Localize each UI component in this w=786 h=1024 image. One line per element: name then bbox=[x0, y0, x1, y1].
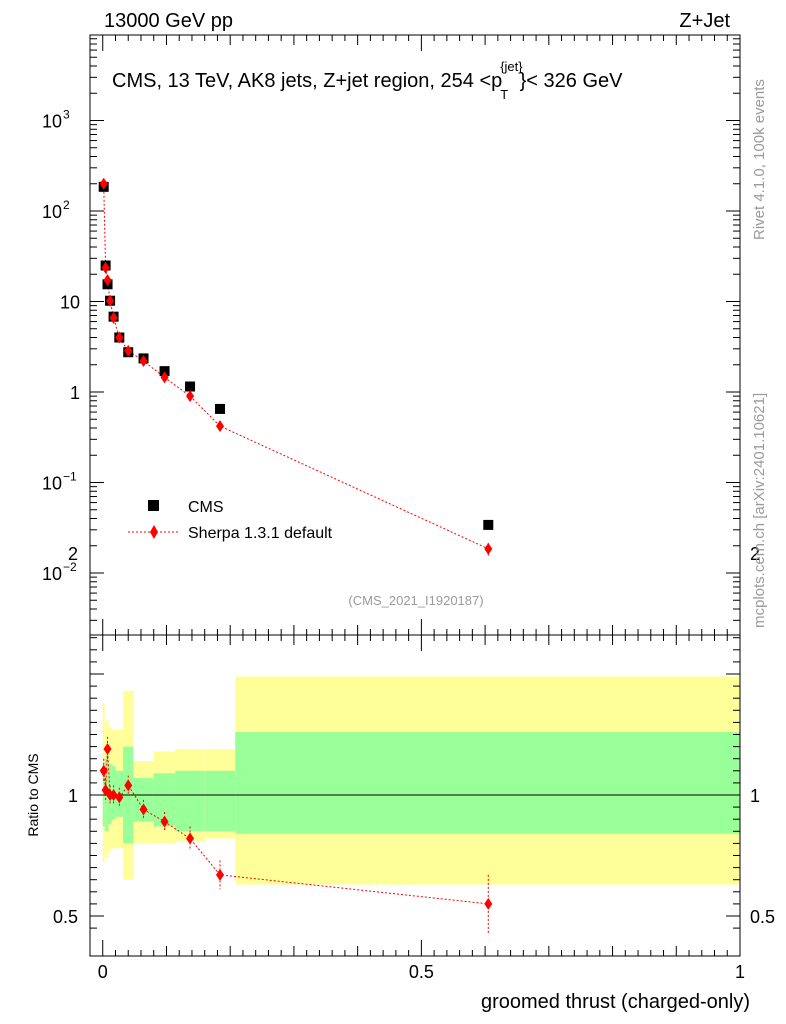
y-tick-label: 1 bbox=[70, 383, 80, 403]
ratio-marks bbox=[99, 736, 493, 933]
ratio-band-inner bbox=[153, 773, 176, 827]
legend-cms-marker bbox=[148, 500, 159, 511]
mc-point bbox=[99, 177, 108, 190]
ratio-y-tick-label: 0.5 bbox=[53, 907, 78, 927]
cms-point bbox=[185, 381, 196, 392]
main-marks bbox=[98, 177, 494, 556]
y-tick-label-exp: 2 bbox=[63, 198, 70, 212]
ratio-band-inner bbox=[133, 778, 154, 822]
mc-point bbox=[103, 274, 112, 287]
ratio-point bbox=[99, 764, 108, 777]
ratio-y-tick-label-right: 0.5 bbox=[750, 907, 775, 927]
y-tick-label-exp: −2 bbox=[63, 560, 77, 574]
ratio-y-tick-label-right: 2 bbox=[750, 544, 760, 564]
y-tick-label: 10 bbox=[60, 293, 80, 313]
cms-point bbox=[483, 519, 494, 530]
main-frame bbox=[89, 34, 741, 636]
mc-point bbox=[101, 261, 110, 274]
ratio-y-tick-label-right: 1 bbox=[750, 786, 760, 806]
mc-point bbox=[124, 344, 133, 357]
mc-point bbox=[216, 420, 224, 433]
x-tick-label: 0.5 bbox=[409, 962, 434, 982]
plot-title: CMS, 13 TeV, AK8 jets, Z+jet region, 254… bbox=[112, 59, 623, 102]
legend-sherpa-label: Sherpa 1.3.1 default bbox=[188, 525, 333, 542]
y-tick-label: 10 bbox=[42, 564, 62, 584]
y-tick-label: 10 bbox=[42, 474, 62, 494]
mc-point bbox=[186, 390, 195, 403]
legend: CMS Sherpa 1.3.1 default bbox=[128, 499, 333, 542]
x-axis-label: groomed thrust (charged-only) bbox=[481, 991, 750, 1013]
x-tick-label: 1 bbox=[735, 962, 745, 982]
ratio-y-tick-label: 2 bbox=[68, 544, 78, 564]
x-tick-label: 0 bbox=[98, 962, 108, 982]
ratio-bands bbox=[90, 676, 740, 885]
cms-point bbox=[159, 366, 170, 377]
y-tick-label-exp: −1 bbox=[63, 470, 77, 484]
ratio-point bbox=[216, 868, 224, 881]
analysis-id: (CMS_2021_I1920187) bbox=[348, 593, 483, 608]
ratio-band-inner bbox=[204, 770, 236, 832]
mcplots-label: mcplots.cern.ch [arXiv:2401.10621] bbox=[751, 393, 768, 628]
ratio-y-tick-label: 1 bbox=[68, 786, 78, 806]
ratio-point bbox=[160, 815, 169, 828]
ratio-point bbox=[484, 897, 493, 910]
mc-point bbox=[109, 311, 118, 324]
mc-point bbox=[484, 542, 493, 555]
mc-point bbox=[139, 355, 148, 368]
header-left: 13000 GeV pp bbox=[104, 10, 233, 32]
legend-sherpa-marker bbox=[150, 525, 158, 539]
mc-point bbox=[115, 331, 124, 344]
ratio-band-inner bbox=[175, 770, 205, 832]
ratio-point bbox=[115, 791, 124, 804]
ratio-mc-line bbox=[103, 748, 489, 905]
y-tick-label: 10 bbox=[42, 112, 62, 132]
mc-point bbox=[106, 294, 115, 307]
ratio-point bbox=[139, 803, 148, 816]
mc-point bbox=[160, 371, 169, 384]
header-right: Z+Jet bbox=[679, 10, 730, 32]
ratio-band-inner bbox=[235, 732, 740, 834]
ratio-point bbox=[103, 743, 112, 756]
ratio-point bbox=[124, 779, 133, 792]
ratio-point bbox=[186, 832, 195, 845]
y-tick-label-exp: 3 bbox=[63, 108, 70, 122]
y-tick-label: 10 bbox=[42, 202, 62, 222]
ratio-y-label: Ratio to CMS bbox=[25, 753, 41, 836]
cms-point bbox=[215, 403, 225, 414]
legend-cms-label: CMS bbox=[188, 499, 224, 516]
ratio-point bbox=[109, 789, 118, 801]
rivet-label: Rivet 4.1.0, 100k events bbox=[751, 79, 768, 240]
